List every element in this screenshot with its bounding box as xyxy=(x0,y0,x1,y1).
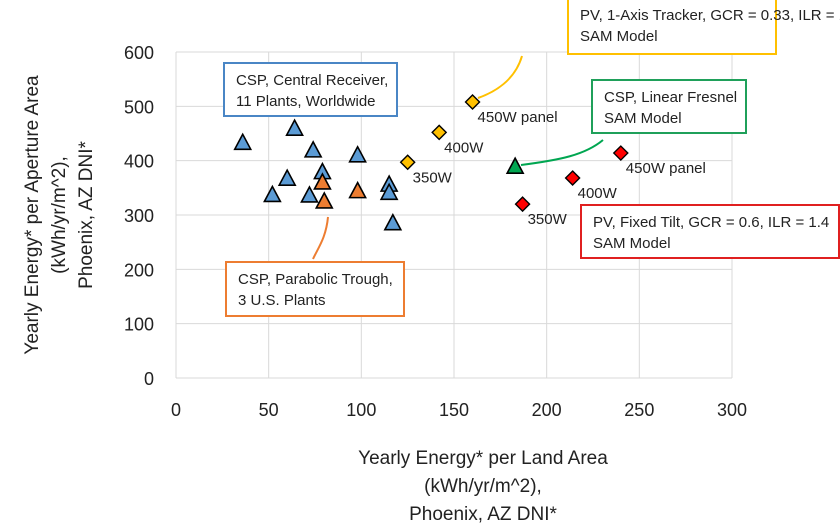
y-tick-label: 300 xyxy=(124,206,154,226)
x-tick-label: 100 xyxy=(346,400,376,420)
data-point-diamond xyxy=(431,124,448,141)
x-axis-title: (kWh/yr/m^2), xyxy=(424,476,542,497)
x-tick-label: 300 xyxy=(717,400,747,420)
y-axis-title: Yearly Energy* per Aperture Area xyxy=(22,75,43,355)
y-tick-label: 200 xyxy=(124,260,154,280)
data-point-triangle xyxy=(263,184,282,203)
callout-text: 3 U.S. Plants xyxy=(238,292,326,309)
data-point-triangle xyxy=(303,140,323,158)
y-tick-label: 100 xyxy=(124,315,154,335)
data-point-label: 450W panel xyxy=(626,160,706,177)
data-point-diamond xyxy=(564,170,581,187)
data-point-triangle xyxy=(300,185,319,203)
y-tick-label: 400 xyxy=(124,152,154,172)
data-point-triangle xyxy=(348,145,367,163)
data-point-triangle xyxy=(277,168,297,186)
data-point-label: 350W xyxy=(528,211,568,228)
data-point-triangle xyxy=(314,191,334,209)
x-axis-title: Yearly Energy* per Land Area xyxy=(358,448,608,469)
data-point-triangle xyxy=(383,212,403,231)
x-tick-label: 150 xyxy=(439,400,469,420)
data-point-label: 350W xyxy=(413,169,453,186)
x-tick-label: 0 xyxy=(171,400,181,420)
y-tick-label: 600 xyxy=(124,43,154,63)
callout-text: CSP, Parabolic Trough, xyxy=(238,271,393,288)
data-point-diamond xyxy=(399,154,416,171)
data-point-label: 400W xyxy=(578,185,618,202)
callout-text: PV, 1-Axis Tracker, GCR = 0.33, ILR = 1.… xyxy=(580,7,840,24)
y-tick-label: 500 xyxy=(124,97,154,117)
y-axis-title: Phoenix, AZ DNI* xyxy=(76,140,97,288)
callout-box xyxy=(580,204,840,259)
callout-box xyxy=(591,79,747,134)
data-point-label: 450W panel xyxy=(478,109,558,126)
callout-text: SAM Model xyxy=(580,28,658,45)
data-point-triangle xyxy=(348,180,367,199)
callout-text: 11 Plants, Worldwide xyxy=(236,93,376,110)
callout-text: SAM Model xyxy=(593,235,671,252)
data-point-diamond xyxy=(514,196,531,213)
callout-box xyxy=(225,261,405,317)
data-point-diamond xyxy=(464,93,481,110)
data-point-triangle xyxy=(233,132,253,151)
callout-leader-line xyxy=(312,216,329,260)
x-tick-label: 50 xyxy=(259,400,279,420)
callout-leader-line xyxy=(520,139,604,166)
y-tick-label: 0 xyxy=(144,369,154,389)
callout-text: CSP, Central Receiver, xyxy=(236,72,388,89)
data-point-diamond xyxy=(612,145,629,162)
x-tick-label: 250 xyxy=(624,400,654,420)
callout-box xyxy=(567,0,777,55)
data-point-triangle xyxy=(313,172,332,190)
data-point-triangle xyxy=(505,156,525,174)
data-point-triangle xyxy=(285,118,304,136)
callout-box xyxy=(223,62,398,117)
callout-text: SAM Model xyxy=(604,110,682,127)
data-point-triangle xyxy=(379,182,399,201)
callout-text: CSP, Linear Fresnel xyxy=(604,89,737,106)
callout-leader-line xyxy=(477,55,523,99)
callout-text: PV, Fixed Tilt, GCR = 0.6, ILR = 1.4 xyxy=(593,214,829,231)
x-axis-title: Phoenix, AZ DNI* xyxy=(409,504,557,525)
data-point-label: 400W xyxy=(444,139,484,156)
y-axis-title: (kWh/yr/m^2), xyxy=(49,156,70,274)
x-tick-label: 200 xyxy=(532,400,562,420)
